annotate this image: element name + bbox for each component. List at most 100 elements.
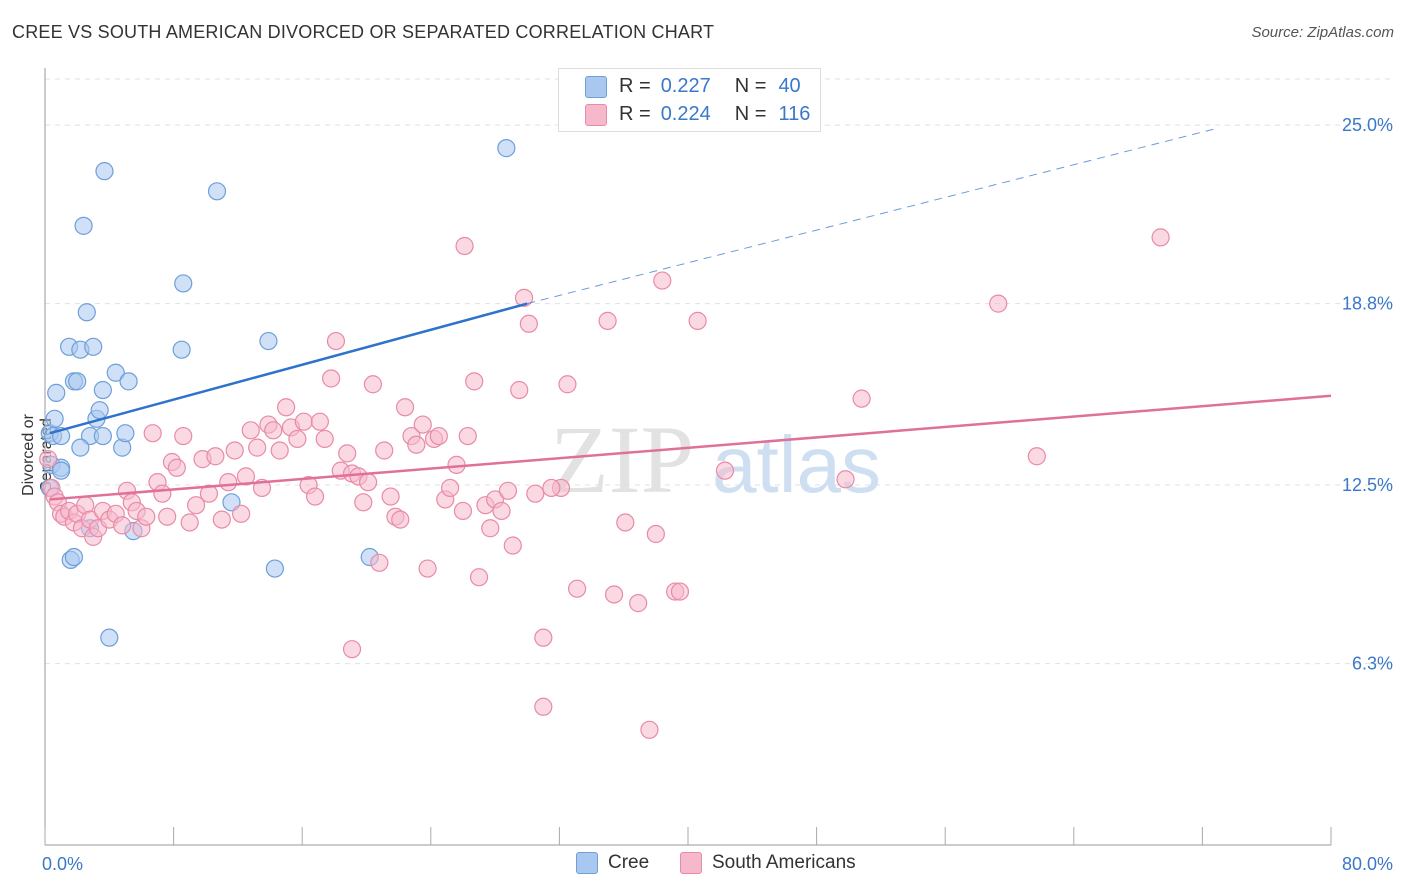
south-americans-point — [359, 473, 378, 492]
south-americans-point — [542, 478, 561, 498]
cree-point — [259, 331, 278, 351]
n-label: N = — [734, 102, 767, 125]
south-americans-point — [852, 389, 871, 408]
south-americans-point — [338, 444, 357, 463]
south-americans-point — [326, 331, 346, 351]
south-americans-point — [558, 375, 577, 394]
legend-label-south-americans: South Americans — [712, 852, 856, 873]
south-americans-point — [616, 513, 635, 532]
south-americans-point — [113, 516, 132, 535]
south-americans-point — [1027, 447, 1046, 466]
south-americans-point — [225, 441, 244, 460]
cree-point — [95, 162, 114, 181]
south-americans-point — [277, 398, 296, 417]
south-americans-point — [453, 501, 473, 521]
cree-trend-extension — [527, 127, 1219, 305]
south-americans-point — [503, 536, 522, 555]
south-americans-point — [294, 412, 313, 431]
legend-row-south-americans: R = 0.224 N = 116 — [585, 101, 810, 127]
cree-point — [64, 547, 84, 567]
south-americans-point — [180, 513, 199, 532]
y-tick-label: 12.5% — [1342, 475, 1393, 495]
cree-swatch — [576, 852, 598, 874]
cree-swatch — [585, 76, 607, 98]
cree-point — [68, 372, 87, 391]
south-americans-point — [206, 447, 225, 466]
south-americans-point — [381, 487, 400, 506]
r-value: 0.227 — [660, 74, 711, 97]
n-value: 40 — [778, 74, 801, 97]
x-tick-label: 80.0% — [1342, 854, 1393, 874]
south-americans-point — [158, 507, 177, 526]
south-americans-point — [440, 478, 460, 498]
south-americans-point — [375, 441, 394, 460]
south-americans-point — [248, 438, 267, 457]
n-label: N = — [734, 74, 767, 97]
south-americans-point — [465, 372, 484, 391]
south-americans-point — [310, 412, 329, 431]
south-americans-point — [270, 441, 289, 460]
cree-point — [74, 216, 93, 235]
south-americans-point — [640, 720, 659, 739]
south-americans-point — [1151, 228, 1170, 247]
cree-point — [174, 274, 193, 293]
south-americans-point — [264, 421, 283, 440]
cree-point — [84, 337, 103, 356]
south-americans-point — [670, 582, 690, 601]
legend-label-cree: Cree — [608, 852, 650, 873]
chart-title: CREE VS SOUTH AMERICAN DIVORCED OR SEPAR… — [12, 22, 715, 42]
south-americans-point — [315, 429, 334, 449]
south-americans-point — [143, 424, 162, 443]
south-americans-point — [469, 568, 489, 587]
south-americans-point — [534, 628, 553, 647]
south-americans-point — [288, 429, 307, 449]
south-americans-point — [212, 510, 231, 529]
south-americans-point — [481, 519, 500, 538]
south-americans-point — [646, 524, 665, 544]
cree-point — [90, 401, 109, 420]
cree-point — [45, 409, 64, 428]
south-americans-point — [39, 450, 58, 469]
south-americans-point — [407, 435, 426, 454]
south-americans-point — [137, 507, 156, 526]
y-tick-label: 6.3% — [1352, 654, 1393, 674]
watermark-zip: ZIP — [550, 406, 694, 513]
south-americans-point — [391, 510, 410, 529]
y-tick-label: 18.8% — [1342, 294, 1393, 314]
south-americans-point — [305, 487, 325, 506]
south-americans-point — [514, 288, 534, 307]
south-americans-point — [989, 294, 1008, 313]
cree-point — [51, 461, 71, 480]
south-americans-point — [534, 697, 553, 716]
south-americans-point — [219, 473, 238, 492]
cree-point — [47, 383, 66, 402]
cree-trend-line — [49, 302, 528, 435]
south-americans-swatch — [680, 852, 702, 874]
south-americans-point — [153, 484, 172, 503]
source-label: Source: ZipAtlas.com — [1251, 24, 1394, 41]
south-americans-point — [232, 504, 251, 523]
south-americans-point — [604, 585, 624, 604]
cree-point — [172, 340, 191, 359]
south-americans-point — [519, 314, 538, 333]
south-americans-point — [187, 496, 206, 515]
south-americans-point — [413, 415, 432, 434]
south-americans-point — [418, 559, 437, 578]
south-americans-point — [526, 484, 545, 503]
south-americans-trend-line — [49, 394, 1332, 501]
south-americans-point — [492, 501, 511, 521]
cree-point — [77, 303, 96, 322]
south-americans-point — [167, 458, 186, 477]
r-label: R = — [619, 74, 651, 97]
cree-point — [93, 426, 112, 446]
south-americans-point — [715, 461, 735, 480]
cree-point — [93, 380, 112, 400]
south-americans-point — [199, 484, 219, 503]
r-value: 0.224 — [660, 102, 711, 125]
south-americans-point — [498, 481, 518, 500]
south-americans-point — [653, 271, 672, 290]
south-americans-point — [629, 594, 648, 613]
bottom-legend-south-americans: South Americans — [680, 852, 856, 874]
south-americans-point — [510, 380, 529, 400]
